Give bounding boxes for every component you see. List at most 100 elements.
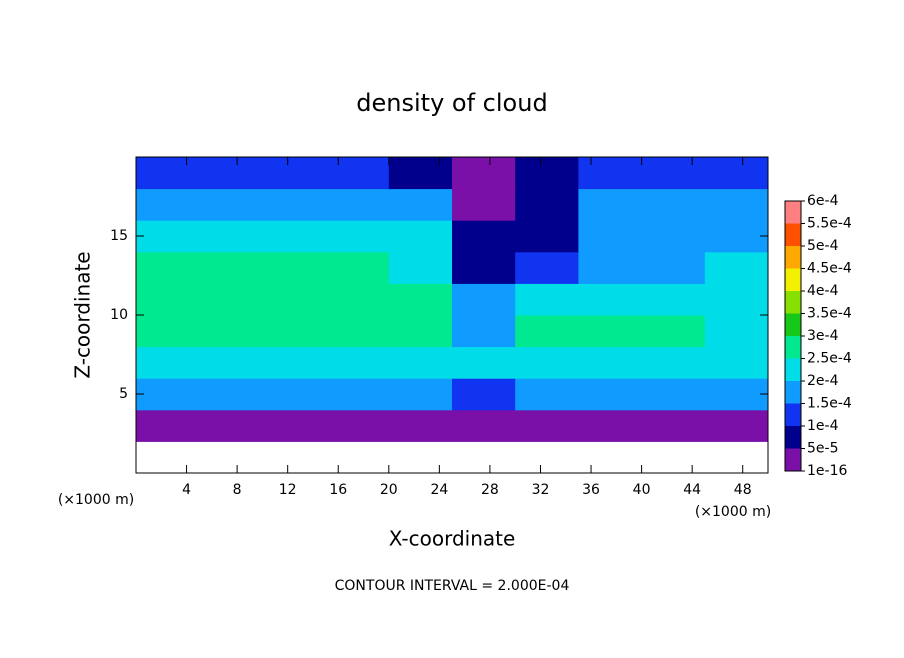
contour-cell [641,188,706,221]
contour-cell [199,346,263,379]
colorbar-swatch [785,358,801,381]
contour-cell [325,378,390,411]
contour-cell [515,315,579,348]
contour-cell [515,283,579,316]
contour-cell [704,220,769,253]
contour-cell [452,188,516,221]
contour-cell [199,315,263,348]
contour-cell [199,378,263,411]
colorbar-swatch [785,313,801,336]
contour-cell [136,346,200,379]
contour-cell [704,283,769,316]
x-tick-label: 28 [481,482,499,498]
contour-cell [452,251,516,284]
colorbar-swatch [785,381,801,404]
contour-cell [199,188,263,221]
contour-cell [388,378,453,411]
contour-cell [641,315,706,348]
contour-cell [452,315,516,348]
x-tick-label: 8 [233,482,242,498]
contour-cell [452,346,516,379]
y-tick-label: 10 [110,307,128,323]
contour-cell [388,315,453,348]
x-tick-label: 32 [532,482,550,498]
contour-cell [515,251,579,284]
contour-cell [388,157,453,190]
contour-cell [388,251,453,284]
x-unit: (×1000 m) [695,504,771,520]
colorbar-label: 5e-5 [807,441,838,457]
contour-cell [262,378,327,411]
contour-cell [325,409,390,442]
contour-cell [325,188,390,221]
contour-cell [704,315,769,348]
colorbar-swatch [785,268,801,291]
x-tick-label: 12 [279,482,297,498]
contour-cell [136,315,200,348]
x-axis-label: X-coordinate [389,527,516,551]
contour-cell [325,315,390,348]
colorbar-swatch [785,291,801,314]
contour-cell [262,409,327,442]
contour-cell [388,188,453,221]
colorbar-label: 3.5e-4 [807,306,852,322]
contour-cell [515,409,579,442]
chart-title: density of cloud [356,89,547,117]
colorbar-swatch [785,223,801,246]
contour-cell [704,188,769,221]
contour-cell [641,346,706,379]
x-tick-label: 48 [734,482,752,498]
contour-cell [641,409,706,442]
contour-cell [262,220,327,253]
contour-cell [641,157,706,190]
colorbar-swatch [785,448,801,471]
y-tick-label: 15 [110,228,128,244]
x-tick-label: 4 [182,482,191,498]
contour-cell [578,220,643,253]
colorbar-label: 1e-16 [807,463,847,479]
x-tick-label: 24 [430,482,448,498]
contour-cell [578,378,643,411]
contour-cell [704,378,769,411]
contour-cell [136,409,200,442]
contour-cell [452,283,516,316]
contour-cell [704,251,769,284]
colorbar-label: 5e-4 [807,238,839,254]
contour-cell [262,283,327,316]
colorbar-label: 3e-4 [807,328,839,344]
x-tick-label: 40 [633,482,651,498]
contour-cell [704,157,769,190]
contour-cell [388,220,453,253]
y-unit: (×1000 m) [58,492,134,508]
contour-cell [262,346,327,379]
contour-cell [325,220,390,253]
contour-cell [325,346,390,379]
contour-cell [578,251,643,284]
contour-cell [325,157,390,190]
footer: CONTOUR INTERVAL = 2.000E-04 [335,578,570,594]
contour-cell [641,251,706,284]
colorbar-label: 2.5e-4 [807,351,852,367]
contour-cell [262,188,327,221]
colorbar-label: 2e-4 [807,373,839,389]
contour-cell [199,157,263,190]
colorbar-swatch [785,336,801,359]
contour-cell [136,220,200,253]
contour-cell [578,188,643,221]
contour-cell [136,157,200,190]
colorbar-swatch [785,201,801,224]
contour-cell [641,220,706,253]
contour-cell [262,157,327,190]
colorbar-label: 6e-4 [807,193,839,209]
contour-cell [578,346,643,379]
x-tick-label: 20 [380,482,398,498]
y-tick-label: 5 [119,386,128,402]
contour-cell [515,346,579,379]
contour-cell [136,251,200,284]
contour-cell [704,409,769,442]
contour-cell [515,378,579,411]
x-tick-label: 16 [329,482,347,498]
contour-cell [325,283,390,316]
colorbar-label: 1.5e-4 [807,396,852,412]
